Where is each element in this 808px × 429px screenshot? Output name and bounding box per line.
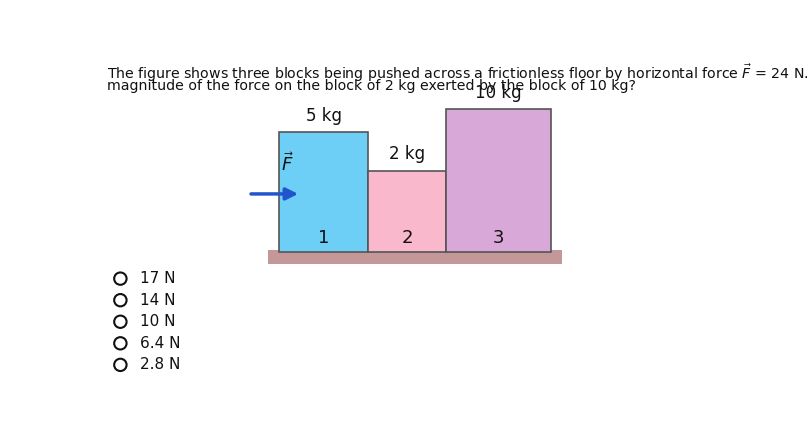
Text: 10 N: 10 N xyxy=(140,314,175,329)
Bar xyxy=(368,171,446,252)
Text: The figure shows three blocks being pushed across a frictionless floor by horizo: The figure shows three blocks being push… xyxy=(107,62,808,84)
Bar xyxy=(446,109,550,252)
Bar xyxy=(267,250,562,264)
Text: $\vec{F}$: $\vec{F}$ xyxy=(280,152,293,175)
Text: 10 kg: 10 kg xyxy=(475,84,521,102)
Text: 17 N: 17 N xyxy=(140,271,175,286)
Text: 5 kg: 5 kg xyxy=(305,107,342,125)
Text: 1: 1 xyxy=(318,229,330,247)
Text: 14 N: 14 N xyxy=(140,293,175,308)
Text: 2 kg: 2 kg xyxy=(389,145,425,163)
Text: 3: 3 xyxy=(492,229,504,247)
Text: 6.4 N: 6.4 N xyxy=(140,336,180,351)
Bar xyxy=(280,132,368,252)
Text: 2.8 N: 2.8 N xyxy=(140,357,180,372)
Text: magnitude of the force on the block of 2 kg exerted by the block of 10 kg?: magnitude of the force on the block of 2… xyxy=(107,79,636,93)
Text: 2: 2 xyxy=(402,229,413,247)
